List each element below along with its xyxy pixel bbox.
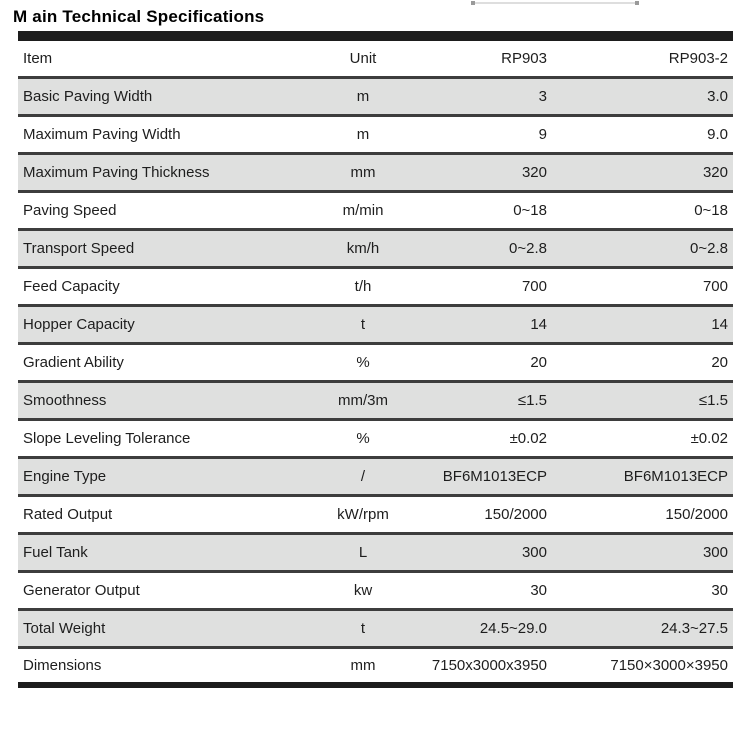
cell-rp903-2: 20	[711, 353, 728, 371]
cell-rp903: BF6M1013ECP	[442, 467, 547, 485]
page-title: M ain Technical Specifications	[13, 7, 265, 26]
specifications-table: Item Unit RP903 RP903-2 Basic Paving Wid…	[18, 31, 733, 688]
cell-item: Slope Leveling Tolerance	[23, 429, 191, 447]
cell-item: Basic Paving Width	[23, 87, 153, 105]
cell-item: Feed Capacity	[23, 277, 120, 295]
table-row: Engine Type / BF6M1013ECP BF6M1013ECP	[18, 457, 733, 495]
table-row: Paving Speed m/min 0~18 0~18	[18, 191, 733, 229]
table-body: Basic Paving Width m 3 3.0 Maximum Pavin…	[18, 77, 733, 685]
cell-unit: kw	[353, 581, 373, 599]
cell-unit: L	[358, 543, 368, 561]
cell-rp903-2: 700	[702, 277, 728, 295]
cell-item: Fuel Tank	[23, 543, 88, 561]
cell-rp903-2: ±0.02	[690, 429, 728, 447]
cell-rp903: 300	[521, 543, 547, 561]
cell-unit: t	[360, 315, 366, 333]
cell-rp903: 700	[521, 277, 547, 295]
cell-item: Generator Output	[23, 581, 140, 599]
cell-rp903-2: 0~2.8	[690, 239, 728, 257]
cell-unit: m/min	[342, 201, 384, 219]
cell-item: Dimensions	[23, 656, 102, 674]
cell-rp903-2: 9.0	[707, 125, 728, 143]
table-row: Maximum Paving Width m 9 9.0	[18, 115, 733, 153]
table-row: Fuel Tank L 300 300	[18, 533, 733, 571]
cell-unit: km/h	[346, 239, 380, 257]
cell-unit: t	[360, 619, 366, 637]
table-row: Slope Leveling Tolerance % ±0.02 ±0.02	[18, 419, 733, 457]
cell-rp903: 0~2.8	[509, 239, 547, 257]
table-row: Feed Capacity t/h 700 700	[18, 267, 733, 305]
cell-unit: %	[356, 429, 370, 447]
cell-item: Engine Type	[23, 467, 107, 485]
table-row: Generator Output kw 30 30	[18, 571, 733, 609]
cell-rp903-2: 0~18	[694, 201, 728, 219]
cell-rp903: 150/2000	[484, 505, 547, 523]
table-row: Rated Output kW/rpm 150/2000 150/2000	[18, 495, 733, 533]
cell-item: Gradient Ability	[23, 353, 124, 371]
cell-rp903-2: 320	[702, 163, 728, 181]
table-row: Total Weight t 24.5~29.0 24.3~27.5	[18, 609, 733, 647]
cell-rp903-2: ≤1.5	[698, 391, 728, 409]
cell-unit: mm/3m	[338, 391, 388, 409]
cell-unit: m	[356, 87, 370, 105]
table-row: Transport Speed km/h 0~2.8 0~2.8	[18, 229, 733, 267]
column-header-rp903-2: RP903-2	[668, 49, 728, 67]
cell-rp903-2: 24.3~27.5	[660, 619, 728, 637]
cell-item: Maximum Paving Width	[23, 125, 181, 143]
cell-rp903-2: 300	[702, 543, 728, 561]
cell-item: Total Weight	[23, 619, 106, 637]
cell-unit: /	[360, 467, 366, 485]
column-header-item: Item	[23, 49, 53, 67]
table-row: Gradient Ability % 20 20	[18, 343, 733, 381]
table-row: Maximum Paving Thickness mm 320 320	[18, 153, 733, 191]
cell-item: Rated Output	[23, 505, 113, 523]
cell-rp903: 30	[530, 581, 547, 599]
cell-rp903: 7150x3000x3950	[431, 656, 547, 674]
cell-rp903-2: 14	[711, 315, 728, 333]
cell-unit: %	[356, 353, 370, 371]
table-row: Dimensions mm 7150x3000x3950 7150×3000×3…	[18, 647, 733, 685]
cell-item: Hopper Capacity	[23, 315, 135, 333]
cell-item: Transport Speed	[23, 239, 135, 257]
column-header-unit: Unit	[349, 49, 377, 67]
cell-unit: kW/rpm	[337, 505, 389, 523]
table-row: Hopper Capacity t 14 14	[18, 305, 733, 343]
cell-item: Maximum Paving Thickness	[23, 163, 210, 181]
cell-unit: t/h	[354, 277, 372, 295]
cell-rp903: 20	[530, 353, 547, 371]
cell-rp903: 24.5~29.0	[479, 619, 547, 637]
cell-rp903: ±0.02	[509, 429, 547, 447]
header-row: Item Unit RP903 RP903-2	[18, 36, 733, 77]
table-row: Smoothness mm/3m ≤1.5 ≤1.5	[18, 381, 733, 419]
cell-rp903: 3	[538, 87, 547, 105]
cell-unit: mm	[350, 163, 376, 181]
cell-item: Paving Speed	[23, 201, 117, 219]
cell-rp903: 320	[521, 163, 547, 181]
cropped-top-edge-artifact	[471, 1, 639, 5]
cell-rp903: 14	[530, 315, 547, 333]
table-row: Basic Paving Width m 3 3.0	[18, 77, 733, 115]
cell-unit: m	[356, 125, 370, 143]
cell-rp903: ≤1.5	[517, 391, 547, 409]
cell-item: Smoothness	[23, 391, 107, 409]
table-header: Item Unit RP903 RP903-2	[18, 36, 733, 77]
cell-rp903-2: 30	[711, 581, 728, 599]
cell-rp903-2: 3.0	[707, 87, 728, 105]
column-header-rp903: RP903	[501, 49, 547, 67]
cell-unit: mm	[350, 656, 376, 674]
cell-rp903: 0~18	[513, 201, 547, 219]
cell-rp903-2: 7150×3000×3950	[610, 656, 728, 674]
cell-rp903: 9	[538, 125, 547, 143]
cell-rp903-2: BF6M1013ECP	[623, 467, 728, 485]
cell-rp903-2: 150/2000	[665, 505, 728, 523]
